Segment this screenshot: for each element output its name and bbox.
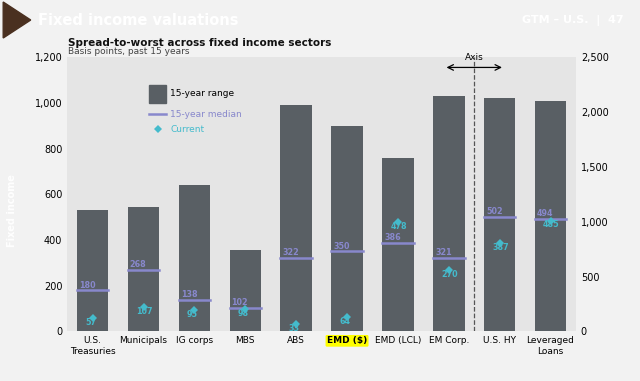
- Text: 321: 321: [435, 248, 452, 257]
- Text: 180: 180: [79, 280, 95, 290]
- Text: Current: Current: [170, 125, 205, 134]
- Bar: [332, 126, 363, 331]
- Bar: [148, 85, 166, 103]
- Polygon shape: [3, 2, 31, 38]
- Bar: [484, 98, 515, 331]
- Text: 98: 98: [237, 309, 249, 318]
- Text: 102: 102: [232, 298, 248, 307]
- Text: 15-year range: 15-year range: [170, 89, 235, 98]
- Bar: [433, 96, 465, 331]
- Text: 64: 64: [339, 317, 351, 326]
- Text: Fixed income valuations: Fixed income valuations: [38, 13, 239, 27]
- Text: 386: 386: [384, 234, 401, 242]
- Text: 107: 107: [136, 307, 152, 316]
- Text: 485: 485: [543, 221, 559, 229]
- Text: 33: 33: [289, 324, 300, 333]
- Text: 268: 268: [130, 261, 147, 269]
- Bar: [535, 101, 566, 331]
- Text: 270: 270: [441, 270, 458, 279]
- Text: 478: 478: [390, 222, 407, 231]
- Text: 57: 57: [85, 318, 96, 327]
- Text: 502: 502: [486, 207, 502, 216]
- Text: 350: 350: [333, 242, 350, 251]
- Text: 138: 138: [180, 290, 197, 299]
- Bar: [280, 105, 312, 331]
- Bar: [382, 158, 413, 331]
- Bar: [128, 207, 159, 331]
- Text: 95: 95: [187, 310, 198, 319]
- Text: Basis points, past 15 years: Basis points, past 15 years: [68, 48, 190, 56]
- Text: 15-year median: 15-year median: [170, 110, 242, 119]
- Bar: [77, 210, 108, 331]
- Text: Axis: Axis: [465, 53, 484, 62]
- Text: 322: 322: [282, 248, 299, 257]
- Bar: [230, 250, 261, 331]
- Text: 387: 387: [492, 243, 509, 252]
- Text: Spread-to-worst across fixed income sectors: Spread-to-worst across fixed income sect…: [68, 38, 332, 48]
- Text: 494: 494: [537, 209, 554, 218]
- Text: Fixed income: Fixed income: [7, 174, 17, 247]
- Text: GTM – U.S.  |  47: GTM – U.S. | 47: [522, 14, 624, 26]
- Bar: [179, 185, 210, 331]
